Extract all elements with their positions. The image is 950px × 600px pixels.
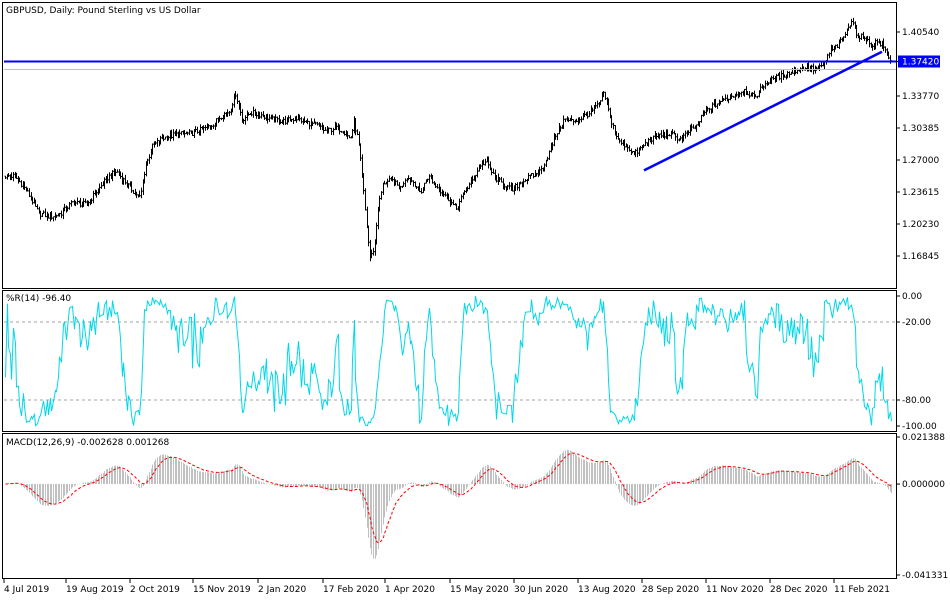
price-tick-label: 1.23615: [902, 188, 939, 198]
price-tick-label: 1.33770: [902, 92, 939, 102]
macd-panel-frame: [2, 433, 897, 579]
price-tick-label: 1.40540: [902, 28, 939, 38]
x-tick-label: 13 Aug 2020: [578, 585, 636, 595]
x-tick-label: 11 Nov 2020: [706, 585, 764, 595]
wpr-tick-label: -20.00: [902, 318, 931, 328]
x-tick-label: 4 Jul 2019: [4, 585, 49, 595]
x-tick-label: 19 Aug 2019: [66, 585, 124, 595]
price-panel-frame: [2, 2, 897, 289]
x-tick-label: 1 Apr 2020: [385, 585, 435, 595]
wpr-tick-label: -80.00: [902, 396, 931, 406]
current-price-box: [898, 55, 940, 68]
x-tick-label: 15 May 2020: [450, 585, 509, 595]
x-tick-label: 2 Jan 2020: [258, 585, 306, 595]
wpr-title: %R(14) -96.40: [6, 294, 71, 304]
macd-plot: [5, 449, 892, 559]
current-price-label: 1.37420: [902, 57, 939, 67]
x-tick-label: 11 Feb 2021: [834, 585, 890, 595]
price-bars: [4, 17, 896, 262]
wpr-line: [5, 296, 892, 427]
chart-title: GBPUSD, Daily: Pound Sterling vs US Doll…: [6, 6, 201, 16]
price-tick-label: 1.30385: [902, 124, 939, 134]
x-tick-label: 30 Jun 2020: [514, 585, 568, 595]
price-tick-label: 1.27000: [902, 156, 939, 166]
macd-title: MACD(12,26,9) -0.002628 0.001268: [6, 438, 169, 448]
wpr-plot: [4, 296, 896, 427]
macd-signal-line: [5, 452, 892, 544]
macd-tick-label: 0.000000: [902, 480, 945, 490]
macd-tick-label: 0.021388: [902, 433, 945, 443]
x-tick-label: 15 Nov 2019: [193, 585, 251, 595]
wpr-panel-frame: [2, 290, 897, 432]
wpr-tick-label: -100.00: [902, 422, 937, 432]
macd-tick-label: -0.041331: [902, 571, 948, 581]
trendline-uptrend: [643, 50, 883, 172]
price-tick-label: 1.16845: [902, 252, 939, 262]
price-tick-label: 1.20230: [902, 220, 939, 230]
wpr-tick-label: 0.00: [902, 292, 922, 302]
x-tick-label: 28 Sep 2020: [642, 585, 699, 595]
x-tick-label: 28 Dec 2020: [770, 585, 828, 595]
x-tick-label: 17 Feb 2020: [323, 585, 379, 595]
x-tick-label: 2 Oct 2019: [130, 585, 180, 595]
axes: 1.40540 1.37420 1.33770 1.30385 1.27000 1.236…: [3, 28, 948, 595]
